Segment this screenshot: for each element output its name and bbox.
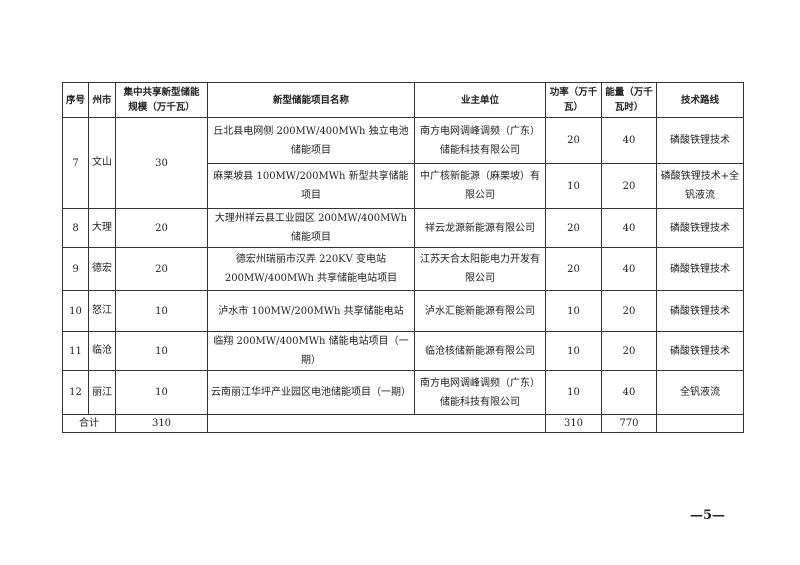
table-row: 11 临沧 10 临翔 200MW/400MWh 储能电站项目（一期） 临沧核储新能源有… — [62, 331, 744, 371]
column-header: 州市 — [88, 82, 116, 118]
total-row: 合计 310 310 770 — [62, 414, 744, 433]
project-tech: 磷酸铁锂技术 — [656, 117, 744, 164]
table-row: 12 丽江 10 云南丽江华坪产业园区电池储能项目（一期） 南方电网调峰调频（广东）储能… — [62, 370, 744, 415]
empty-cell — [207, 414, 546, 433]
project-energy: 20 — [601, 331, 657, 371]
row-number: 11 — [62, 331, 89, 371]
project-name: 大理州祥云县工业园区 200MW/400MWh 储能项目 — [207, 208, 415, 248]
project-power: 10 — [545, 331, 602, 371]
project-owner: 中广核新能源（麻栗坡）有限公司 — [414, 163, 546, 209]
project-owner: 泸水汇能新能源有限公司 — [414, 290, 546, 332]
city-cell: 临沧 — [88, 331, 116, 371]
project-power: 10 — [545, 370, 602, 415]
empty-cell — [656, 414, 744, 433]
project-owner: 南方电网调峰调频（广东）储能科技有限公司 — [414, 117, 546, 164]
column-header: 序号 — [62, 82, 89, 118]
project-tech: 磷酸铁锂技术 — [656, 290, 744, 332]
city-cell: 怒江 — [88, 290, 116, 332]
column-header: 新型储能项目名称 — [207, 82, 415, 118]
table-row: 10 怒江 10 泸水市 100MW/200MWh 共享储能电站 泸水汇能新能源有限公司… — [62, 290, 744, 332]
project-tech: 全钒液流 — [656, 370, 744, 415]
project-name: 云南丽江华坪产业园区电池储能项目（一期） — [207, 370, 415, 415]
project-owner: 南方电网调峰调频（广东）储能科技有限公司 — [414, 370, 546, 415]
column-header: 能量（万千瓦时） — [601, 82, 657, 118]
project-energy: 20 — [601, 163, 657, 209]
total-energy: 770 — [601, 414, 657, 433]
scale-cell: 10 — [115, 331, 208, 371]
city-cell: 大理 — [88, 208, 116, 248]
project-name: 临翔 200MW/400MWh 储能电站项目（一期） — [207, 331, 415, 371]
project-tech: 磷酸铁锂技术+全钒液流 — [656, 163, 744, 209]
city-cell: 文山 — [88, 117, 116, 209]
project-name: 丘北县电网侧 200MW/400MWh 独立电池储能项目 — [207, 117, 415, 164]
project-energy: 20 — [601, 290, 657, 332]
project-power: 20 — [545, 208, 602, 248]
project-energy: 40 — [601, 370, 657, 415]
column-header: 业主单位 — [414, 82, 546, 118]
total-power: 310 — [545, 414, 602, 433]
page-number: —5— — [690, 508, 726, 523]
project-power: 20 — [545, 117, 602, 164]
column-header: 技术路线 — [656, 82, 744, 118]
project-power: 10 — [545, 290, 602, 332]
project-tech: 磷酸铁锂技术 — [656, 331, 744, 371]
project-owner: 祥云龙源新能源有限公司 — [414, 208, 546, 248]
total-label: 合计 — [62, 414, 116, 433]
project-name: 德宏州瑞丽市汉弄 220KV 变电站 200MW/400MWh 共享储能电站项目 — [207, 247, 415, 291]
total-scale: 310 — [115, 414, 208, 433]
project-tech: 磷酸铁锂技术 — [656, 208, 744, 248]
project-power: 10 — [545, 163, 602, 209]
scale-cell: 10 — [115, 370, 208, 415]
city-cell: 丽江 — [88, 370, 116, 415]
project-owner: 江苏天合太阳能电力开发有限公司 — [414, 247, 546, 291]
scale-cell: 20 — [115, 247, 208, 291]
city-cell: 德宏 — [88, 247, 116, 291]
column-header: 功率（万千瓦） — [545, 82, 602, 118]
table-row: 麻栗坡县 100MW/200MWh 新型共享储能项目 中广核新能源（麻栗坡）有限公… — [63, 163, 744, 209]
project-owner: 临沧核储新能源有限公司 — [414, 331, 546, 371]
row-number: 9 — [62, 247, 89, 291]
row-number: 10 — [62, 290, 89, 332]
column-header: 集中共享新型储能规模（万千瓦） — [115, 82, 208, 118]
row-number: 8 — [62, 208, 89, 248]
table-row: 9 德宏 20 德宏州瑞丽市汉弄 220KV 变电站 200MW/400MWh 共享储… — [62, 247, 744, 291]
row-number: 12 — [62, 370, 89, 415]
table-row: 7 文山 30 丘北县电网侧 200MW/400MWh 独立电池储能项目 南方电网调峰调… — [62, 117, 744, 209]
row-number: 7 — [62, 117, 89, 209]
table-row: 8 大理 20 大理州祥云县工业园区 200MW/400MWh 储能项目 祥云龙源新能源… — [62, 208, 744, 248]
project-name: 麻栗坡县 100MW/200MWh 新型共享储能项目 — [207, 163, 415, 209]
project-energy: 40 — [601, 247, 657, 291]
scale-cell: 30 — [115, 117, 208, 209]
project-power: 20 — [545, 247, 602, 291]
project-tech: 磷酸铁锂技术 — [656, 247, 744, 291]
project-energy: 40 — [601, 117, 657, 164]
scale-cell: 10 — [115, 290, 208, 332]
project-name: 泸水市 100MW/200MWh 共享储能电站 — [207, 290, 415, 332]
project-energy: 40 — [601, 208, 657, 248]
scale-cell: 20 — [115, 208, 208, 248]
energy-storage-table: 序号 州市 集中共享新型储能规模（万千瓦） 新型储能项目名称 业主单位 功率（万千瓦） 能量… — [62, 82, 744, 433]
